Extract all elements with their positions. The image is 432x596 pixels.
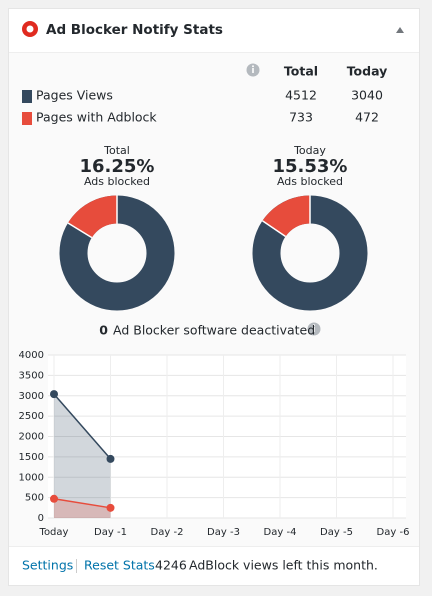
x-tick-label: Day -6 <box>377 527 410 538</box>
cell-value: 4512 <box>285 88 317 103</box>
remaining-count: 4246 <box>155 558 187 573</box>
donut-subcaption: Ads blocked <box>84 175 150 188</box>
reset-link[interactable]: Reset Stats <box>84 558 155 573</box>
legend-swatch <box>22 90 32 103</box>
x-tick-label: Day -1 <box>94 527 127 538</box>
y-tick-label: 2500 <box>19 411 44 422</box>
deactivated-count: 0 <box>99 323 108 338</box>
info-icon <box>307 322 321 336</box>
column-header: Total <box>284 64 318 79</box>
x-tick-label: Day -3 <box>207 527 240 538</box>
cell-value: 3040 <box>351 88 383 103</box>
donut-subcaption: Ads blocked <box>277 175 343 188</box>
x-tick-label: Day -4 <box>264 527 297 538</box>
data-point <box>106 503 115 512</box>
settings-link[interactable]: Settings <box>22 558 73 573</box>
donut-percent: 15.53% <box>273 156 348 177</box>
y-tick-label: 1500 <box>19 452 44 463</box>
y-tick-label: 3000 <box>19 391 44 402</box>
info-icon <box>246 63 260 77</box>
cell-value: 472 <box>355 110 379 125</box>
legend-swatch <box>22 112 32 125</box>
remaining-text: AdBlock views left this month. <box>189 558 378 573</box>
slice-gap <box>261 220 286 238</box>
data-point <box>106 454 115 463</box>
series-area <box>54 498 111 518</box>
donut-slice <box>67 195 118 239</box>
row-label: Pages Views <box>36 88 113 103</box>
plugin-icon <box>22 21 38 37</box>
y-tick-label: 4000 <box>19 350 44 361</box>
column-header: Today <box>347 64 388 79</box>
data-point <box>50 494 58 503</box>
x-tick-label: Today <box>39 527 69 538</box>
x-tick-label: Day -2 <box>151 527 184 538</box>
slice-gap <box>67 222 93 239</box>
series-area <box>54 394 111 518</box>
cell-value: 733 <box>289 110 313 125</box>
y-tick-label: 500 <box>25 493 44 504</box>
x-tick-label: Day -5 <box>320 527 353 538</box>
series-line <box>53 393 112 460</box>
y-tick-label: 0 <box>38 513 44 524</box>
data-point <box>50 390 58 399</box>
row-label: Pages with Adblock <box>36 110 157 125</box>
y-tick-label: 1000 <box>19 472 44 483</box>
series-line <box>53 498 111 509</box>
donut-slice <box>262 195 311 238</box>
y-tick-label: 2000 <box>19 432 44 443</box>
donut-caption: Total <box>103 144 130 157</box>
collapse-toggle[interactable] <box>396 27 404 33</box>
deactivated-text: Ad Blocker software deactivated <box>113 323 315 338</box>
y-tick-label: 3500 <box>19 370 44 381</box>
widget-title: Ad Blocker Notify Stats <box>46 22 223 38</box>
donut-caption: Today <box>293 144 326 157</box>
donut-percent: 16.25% <box>80 156 155 177</box>
